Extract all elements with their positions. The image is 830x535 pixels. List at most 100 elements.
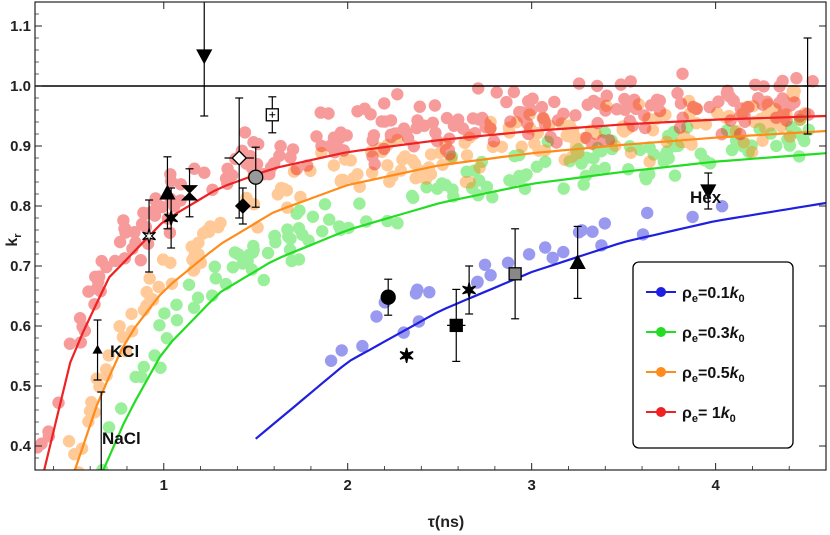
scatter-point [618, 103, 632, 116]
scatter-point [119, 222, 132, 236]
scatter-point [188, 250, 201, 263]
scatter-point [703, 100, 716, 114]
y-axis-label: kr [4, 233, 24, 247]
scatter-point [468, 164, 481, 177]
scatter-point [781, 133, 794, 146]
scatter-point [378, 97, 391, 110]
y-tick-label: 0.8 [10, 198, 31, 215]
scatter-point [188, 162, 201, 175]
scatter-point [650, 93, 664, 107]
scatter-point [334, 126, 348, 139]
scatter-point [384, 128, 398, 141]
legend-label-part: ρ [682, 365, 692, 382]
y-tick-label: 1.0 [10, 78, 31, 95]
scatter-point [158, 307, 171, 320]
scatter-point [471, 276, 484, 289]
scatter-point [445, 150, 459, 163]
scatter-point [108, 254, 122, 268]
scatter-point [761, 98, 774, 111]
scatter-point [539, 155, 552, 168]
scatter-point [596, 134, 609, 147]
scatter-point [624, 75, 637, 88]
marker-symbol [508, 267, 522, 281]
scatter-point [334, 173, 348, 187]
legend-label-part: e [692, 333, 698, 345]
scatter-point [734, 102, 747, 115]
scatter-point [424, 148, 438, 161]
scatter-point [752, 92, 765, 105]
scatter-point [676, 67, 689, 81]
scatter-point [661, 145, 674, 158]
legend-label-3: ρe= 1k0 [682, 405, 736, 425]
scatter-point [557, 245, 570, 259]
scatter-point [487, 135, 501, 148]
scatter-point [681, 121, 694, 134]
scatter-point [575, 224, 588, 237]
scatter-point [428, 99, 442, 112]
scatter-point [447, 119, 461, 132]
scatter-point [164, 168, 177, 181]
scatter-point [520, 168, 533, 181]
scatter-point [561, 129, 574, 143]
scatter-point [758, 121, 772, 134]
scatter-point [146, 293, 160, 307]
scatter-point [456, 122, 470, 135]
scatter-point [586, 225, 599, 238]
scatter-point [690, 102, 703, 116]
scatter-point [479, 121, 492, 134]
scatter-point [424, 168, 438, 181]
scatter-point [99, 363, 113, 376]
marker-symbol [248, 169, 264, 185]
legend-box [632, 261, 794, 449]
scatter-point [484, 115, 497, 129]
scatter-point [221, 162, 234, 175]
scatter-point [598, 126, 612, 139]
x-tick-label: 4 [711, 477, 720, 494]
legend-label-part: =0.5 [698, 365, 730, 382]
scatter-point [525, 103, 538, 117]
x-tick-label: 3 [528, 477, 536, 494]
marker-symbol [231, 150, 248, 166]
scatter-point [486, 140, 500, 154]
marker-triangle-small-9 [92, 319, 103, 381]
scatter-point [484, 122, 497, 135]
scatter-point [657, 155, 670, 168]
scatter-point [753, 122, 766, 136]
scatter-point [384, 114, 398, 127]
scatter-point [729, 124, 743, 138]
scatter-point [769, 103, 782, 116]
scatter-point [600, 99, 613, 112]
scatter-point [503, 174, 516, 187]
scatter-point [292, 253, 306, 266]
scatter-point [634, 143, 647, 157]
scatter-point [391, 217, 404, 230]
marker-symbol [164, 210, 179, 226]
scatter-point [463, 176, 476, 189]
scatter-point [522, 95, 535, 108]
scatter-point [241, 255, 254, 268]
scatter-point [420, 181, 433, 194]
scatter-point [628, 93, 641, 107]
scatter-point [575, 157, 588, 170]
scatter-point [724, 114, 737, 127]
scatter-point [473, 174, 486, 187]
scatter-point [446, 183, 459, 196]
scatter-point [271, 188, 284, 201]
scatter-point [214, 216, 227, 230]
scatter-point [318, 198, 332, 211]
scatter-point [244, 149, 257, 163]
scatter-point [226, 261, 240, 274]
scatter-point [163, 226, 177, 239]
scatter-point [384, 130, 398, 144]
marker-square-12 [447, 288, 466, 362]
scatter-point [367, 129, 381, 142]
scatter-point [538, 144, 552, 157]
scatter-point [35, 437, 48, 450]
scatter-point [602, 134, 616, 147]
scatter-point [439, 178, 452, 192]
scatter-point [153, 319, 166, 332]
scatter-point [723, 90, 737, 103]
scatter-point [93, 270, 106, 283]
scatter-point [605, 134, 618, 147]
scatter-point [727, 94, 740, 107]
